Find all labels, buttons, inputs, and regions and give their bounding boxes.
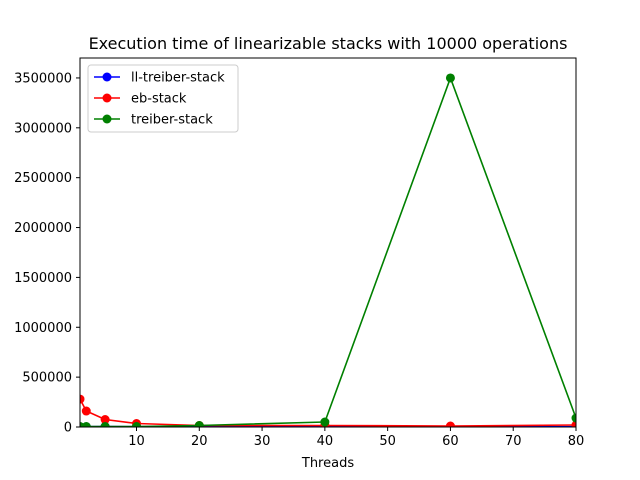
x-axis: 10 20 30 40 50 60 70 80 [128, 427, 584, 449]
y-tick-label: 2000000 [14, 221, 72, 236]
plot-frame [79, 57, 577, 428]
x-tick-label: 60 [442, 434, 459, 449]
data-point-eb-stack-0 [80, 394, 85, 404]
legend-box [87, 64, 239, 133]
x-tick-label: 20 [191, 434, 208, 449]
y-tick-label: 3000000 [14, 121, 72, 136]
data-point-treiber-stack-1 [81, 422, 91, 427]
y-tick-label: 0 [64, 421, 72, 436]
x-tick-label: 70 [505, 434, 522, 449]
y-tick-label: 1000000 [14, 321, 72, 336]
x-tick-label: 80 [568, 434, 585, 449]
y-tick-label: 1500000 [14, 271, 72, 286]
data-point-treiber-stack-2 [100, 422, 110, 427]
x-axis-title: Threads [301, 456, 354, 471]
data-point-treiber-stack-6 [445, 73, 455, 83]
x-tick-label: 10 [128, 434, 145, 449]
legend-marker-treiber-stack [102, 114, 112, 124]
legend-label-ll-treiber-stack: ll-treiber-stack [131, 71, 225, 86]
legend: ll-treiber-stack eb-stack treiber-stack [87, 64, 239, 133]
legend-marker-eb-stack [102, 93, 112, 103]
y-tick-label: 2500000 [14, 171, 72, 186]
data-point-treiber-stack-4 [194, 421, 204, 427]
data-point-eb-stack-6 [445, 421, 455, 427]
legend-label-eb-stack: eb-stack [131, 92, 187, 107]
y-tick-label: 500000 [22, 371, 72, 386]
x-tick-label: 40 [317, 434, 334, 449]
data-point-treiber-stack-7 [571, 413, 576, 423]
x-tick-label: 50 [379, 434, 396, 449]
data-point-eb-stack-1 [81, 406, 91, 416]
y-axis: 0 500000 1000000 1500000 2000000 2500000 30000… [14, 71, 80, 436]
data-point-eb-stack-2 [100, 415, 110, 425]
chart-title: Execution time of linearizable stacks wi… [89, 34, 568, 53]
data-point-treiber-stack-3 [132, 422, 142, 427]
data-point-treiber-stack-5 [320, 417, 330, 427]
legend-marker-ll-treiber-stack [102, 72, 112, 82]
legend-label-treiber-stack: treiber-stack [131, 113, 213, 128]
y-tick-label: 3500000 [14, 71, 72, 86]
x-tick-label: 30 [254, 434, 271, 449]
